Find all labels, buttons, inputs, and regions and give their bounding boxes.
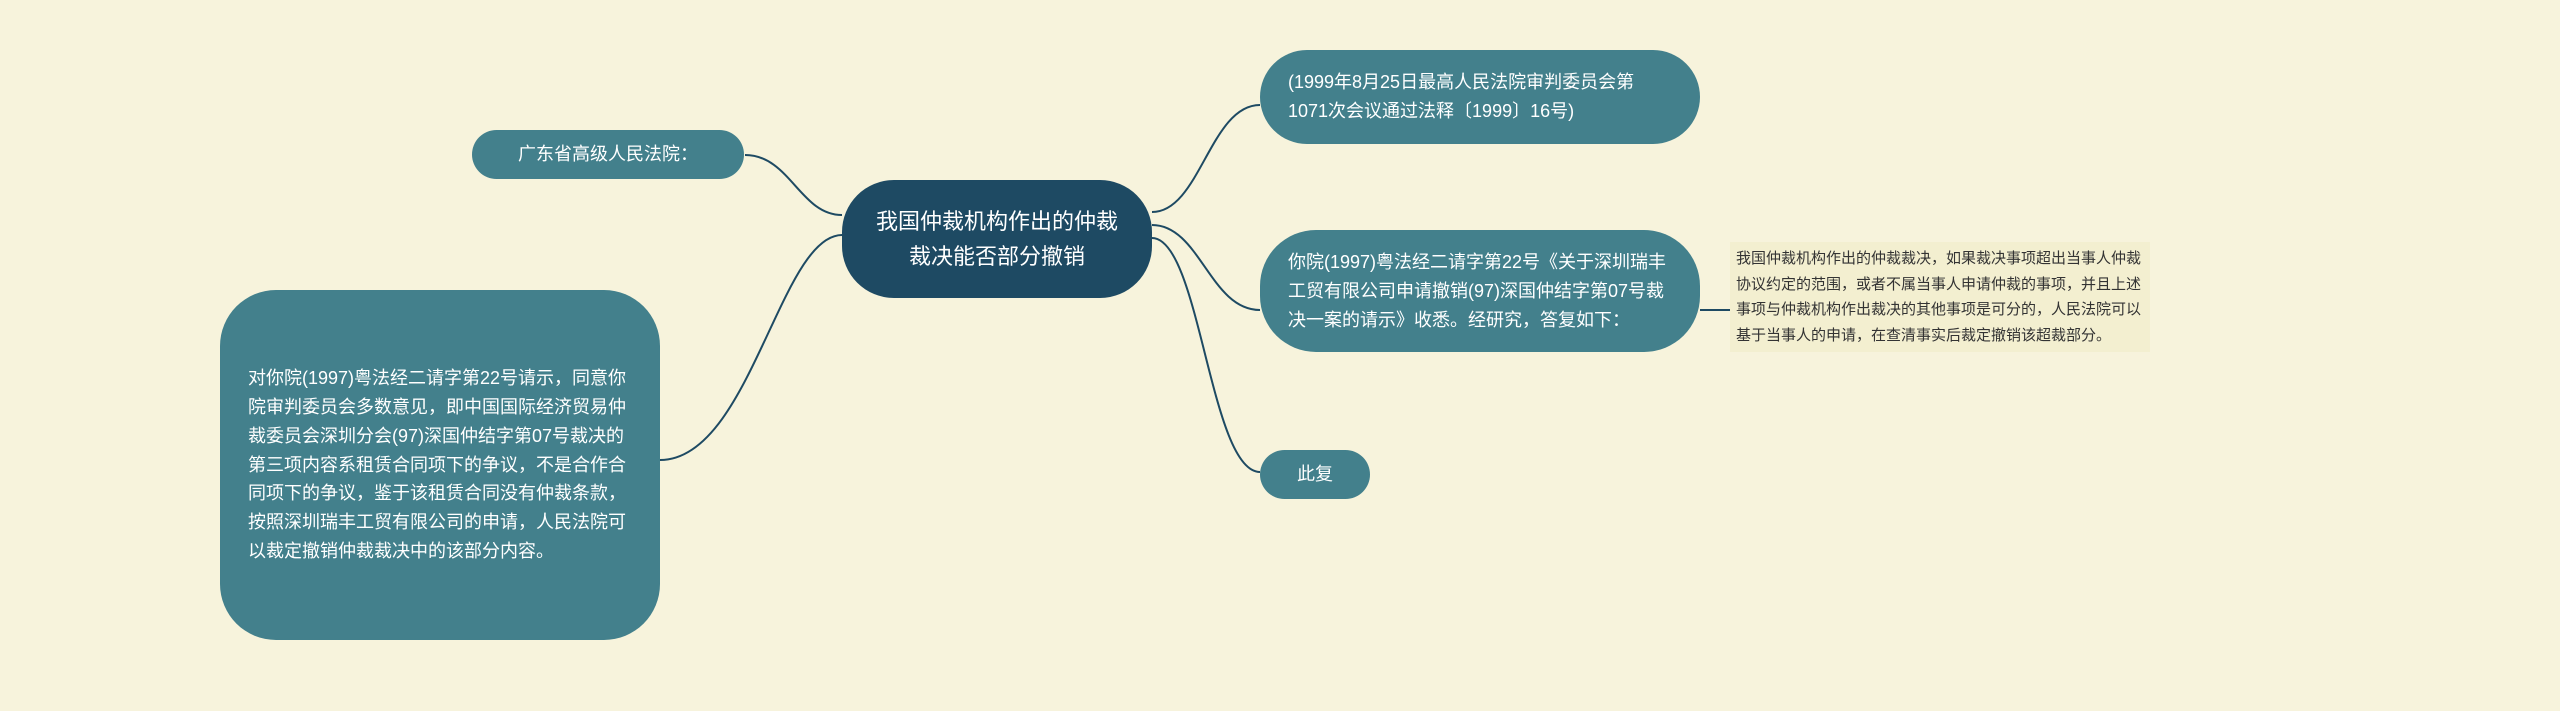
node-right-top: (1999年8月25日最高人民法院审判委员会第1071次会议通过法释〔1999〕… [1260, 50, 1700, 144]
node-left-top-text: 广东省高级人民法院： [518, 140, 698, 169]
node-left-bottom: 对你院(1997)粤法经二请字第22号请示，同意你院审判委员会多数意见，即中国国… [220, 290, 660, 640]
center-node: 我国仲裁机构作出的仲裁裁决能否部分撤销 [842, 180, 1152, 298]
side-note: 我国仲裁机构作出的仲裁裁决，如果裁决事项超出当事人仲裁协议约定的范围，或者不属当… [1730, 242, 2150, 352]
node-left-bottom-text: 对你院(1997)粤法经二请字第22号请示，同意你院审判委员会多数意见，即中国国… [248, 364, 632, 566]
node-right-mid: 你院(1997)粤法经二请字第22号《关于深圳瑞丰工贸有限公司申请撤销(97)深… [1260, 230, 1700, 352]
center-text: 我国仲裁机构作出的仲裁裁决能否部分撤销 [872, 204, 1122, 274]
node-left-top: 广东省高级人民法院： [472, 130, 744, 179]
node-right-bottom-text: 此复 [1297, 460, 1333, 489]
node-right-bottom: 此复 [1260, 450, 1370, 499]
node-right-mid-text: 你院(1997)粤法经二请字第22号《关于深圳瑞丰工贸有限公司申请撤销(97)深… [1288, 248, 1672, 334]
side-note-text: 我国仲裁机构作出的仲裁裁决，如果裁决事项超出当事人仲裁协议约定的范围，或者不属当… [1736, 250, 2141, 344]
node-right-top-text: (1999年8月25日最高人民法院审判委员会第1071次会议通过法释〔1999〕… [1288, 68, 1672, 126]
